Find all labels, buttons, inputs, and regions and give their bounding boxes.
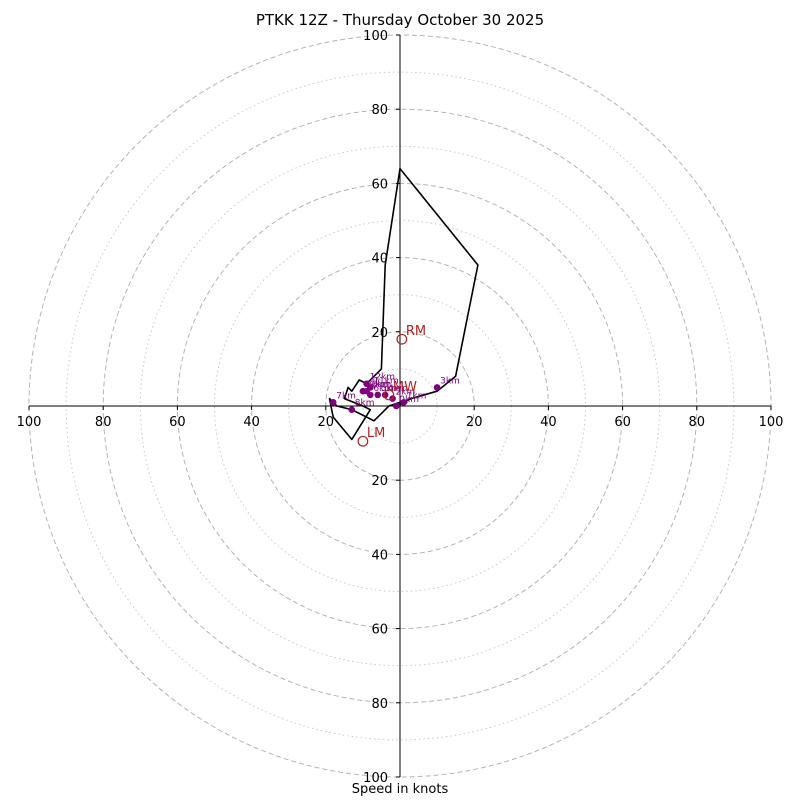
height-marker-5km [374, 391, 382, 399]
storm-motion-label-lm: LM [367, 426, 385, 441]
x-tick-label: 60 [614, 415, 631, 430]
height-label-1km: 1km [407, 391, 427, 401]
x-tick-label: 40 [243, 415, 260, 430]
x-tick-label: 100 [17, 415, 42, 430]
height-marker-4km [381, 391, 389, 399]
height-marker-1km [400, 398, 408, 406]
height-label-8km: 8km [355, 399, 375, 409]
height-label-12km: 12km [370, 373, 395, 383]
storm-motion-marker-mw [383, 389, 395, 401]
x-tick-label: 20 [318, 415, 335, 430]
y-tick-label: 100 [363, 29, 388, 44]
y-tick-label: 20 [371, 326, 388, 341]
y-tick-label: 40 [371, 548, 388, 563]
height-label-5km: 5km [381, 384, 401, 394]
height-label-0km: 0km [399, 395, 419, 405]
height-label-4km: 4km [388, 384, 408, 394]
y-tick-label: 80 [371, 103, 388, 118]
height-label-10km: 10km [366, 380, 391, 390]
height-label-2km: 2km [396, 388, 416, 398]
y-tick-label: 60 [371, 623, 388, 638]
x-tick-label: 80 [95, 415, 112, 430]
height-marker-10km [359, 387, 367, 395]
height-label-7km: 7km [336, 391, 356, 401]
y-tick-label: 20 [371, 474, 388, 489]
height-marker-8km [348, 406, 356, 414]
height-marker-3km [433, 384, 441, 391]
height-marker-0km [392, 402, 400, 410]
height-label-9km: 9km [370, 380, 390, 390]
x-axis-label: Speed in knots [351, 782, 449, 797]
x-tick-label: 40 [540, 415, 557, 430]
y-tick-label: 40 [371, 252, 388, 267]
y-tick-label: 60 [371, 177, 388, 192]
y-tick-label: 80 [371, 697, 388, 712]
storm-motion-label-rm: RM [406, 324, 426, 339]
height-marker-7km [329, 398, 337, 406]
height-label-3km: 3km [440, 376, 460, 386]
x-tick-label: 80 [689, 415, 706, 430]
y-tick-label: 100 [363, 771, 388, 786]
x-tick-label: 20 [466, 415, 483, 430]
storm-motion-markers: RM MW LM [357, 324, 426, 447]
storm-motion-label-mw: MW [393, 380, 417, 395]
height-marker-12km [363, 380, 370, 388]
tick-labels: 100 80 60 40 20 20 40 60 80 100 100 80 60 40 20 20 40 60 8… [17, 29, 784, 786]
axes [29, 35, 771, 777]
x-tick-label: 100 [759, 415, 784, 430]
height-label-11km: 11km [373, 376, 398, 386]
chart-title: PTKK 12Z - Thursday October 30 2025 [255, 11, 545, 29]
storm-motion-marker-rm [396, 333, 408, 345]
height-label-6km: 6km [373, 384, 393, 394]
x-tick-label: 60 [169, 415, 186, 430]
storm-motion-marker-lm [357, 435, 369, 447]
